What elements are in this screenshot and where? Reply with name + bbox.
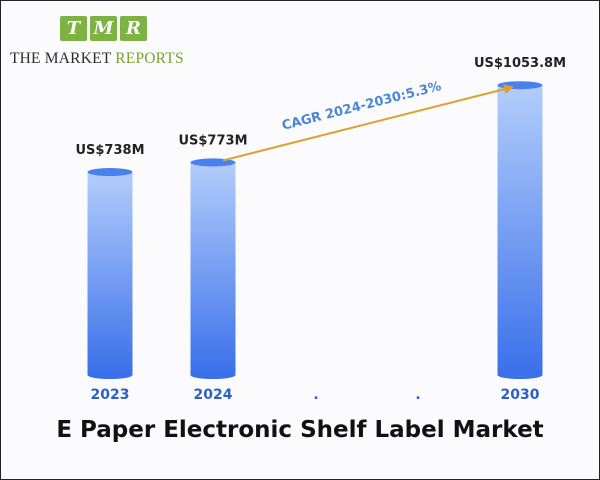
- x-tick-2: .: [313, 387, 318, 403]
- value-label-2030: US$1053.8M: [474, 56, 566, 71]
- cagr-arrow: [222, 84, 514, 162]
- chart-title: E Paper Electronic Shelf Label Market: [56, 417, 544, 443]
- bar-2023: [87, 168, 133, 379]
- logo-subtitle: THE MARKET REPORTS: [10, 50, 184, 68]
- bar-2024: [190, 158, 236, 379]
- value-label-2024: US$773M: [178, 133, 247, 148]
- logo-letters: T M R: [60, 16, 147, 41]
- logo-letter-r: R: [120, 16, 147, 41]
- logo-letter-m: M: [90, 16, 117, 41]
- x-tick-4: 2030: [501, 387, 540, 403]
- bar-2030: [497, 81, 543, 379]
- x-tick-1: 2024: [194, 387, 233, 403]
- logo-letter-t: T: [60, 16, 87, 41]
- x-tick-3: .: [415, 387, 420, 403]
- logo: T M R THE MARKET REPORTS: [10, 16, 190, 76]
- logo-subtitle-main: THE MARKET: [10, 50, 116, 67]
- x-tick-0: 2023: [91, 387, 130, 403]
- value-label-2023: US$738M: [75, 143, 144, 158]
- logo-subtitle-accent: REPORTS: [115, 50, 184, 67]
